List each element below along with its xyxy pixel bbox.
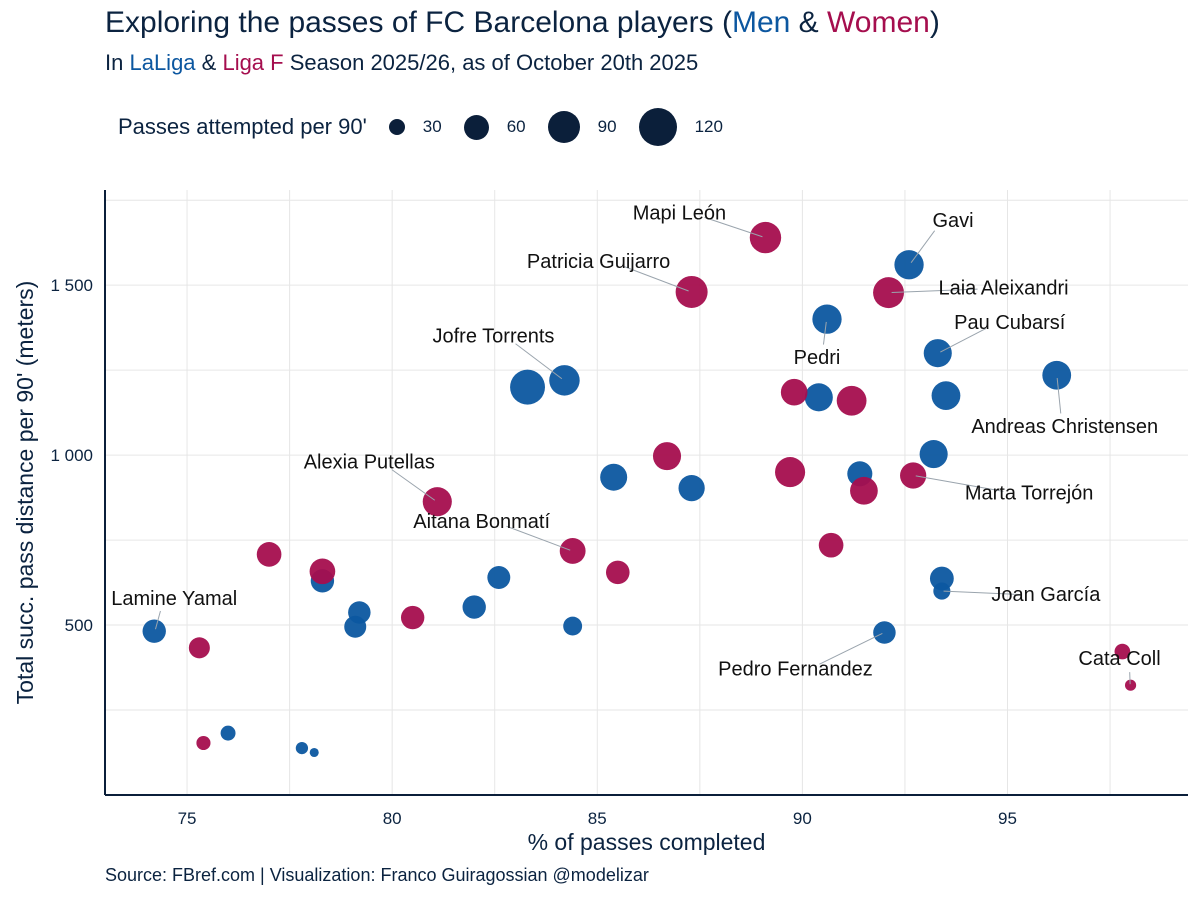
point-women (309, 558, 336, 585)
point-men (929, 566, 954, 591)
point-women (400, 605, 425, 630)
label-leader (910, 230, 936, 263)
label-leader (940, 328, 986, 353)
point-men (678, 474, 705, 502)
label-leader (623, 265, 689, 292)
point-women (559, 538, 586, 564)
chart-title: Exploring the passes of FC Barcelona pla… (105, 6, 940, 39)
legend-item-60: 60 (463, 114, 526, 140)
legend-dot (638, 108, 677, 146)
label-leader (506, 525, 571, 551)
point-women (818, 532, 844, 558)
point-women (780, 378, 808, 406)
legend-dot (547, 111, 580, 143)
point-label: Andreas Christensen (971, 416, 1158, 438)
point-men (812, 304, 842, 334)
legend-dot (388, 119, 405, 135)
label-leader (1056, 378, 1062, 414)
point-men (873, 621, 896, 644)
subtitle-ligaf: Liga F (222, 50, 284, 75)
point-men (919, 440, 948, 469)
point-label: Mapi León (633, 203, 726, 225)
point-women (850, 476, 878, 505)
subtitle-laliga: LaLiga (129, 50, 196, 75)
point-women (775, 457, 806, 488)
point-label: Cata Coll (1078, 648, 1160, 670)
point-men (563, 616, 583, 636)
source-caption: Source: FBref.com | Visualization: Franc… (105, 865, 649, 885)
legend-item-120: 120 (638, 108, 723, 146)
x-tick-label: 80 (383, 809, 402, 828)
point-label: Pedro Fernandez (718, 659, 873, 681)
label-leader (891, 288, 978, 294)
point-women (675, 275, 708, 308)
point-label: Lamine Yamal (111, 588, 237, 610)
x-tick-label: 75 (178, 809, 197, 828)
y-tick-label: 500 (65, 616, 93, 635)
point-women (256, 542, 282, 567)
point-women (836, 385, 867, 416)
point-men (220, 725, 236, 741)
y-tick-label: 1 000 (50, 446, 93, 465)
label-leader (704, 216, 763, 238)
label-leader (391, 469, 436, 501)
label-leader (515, 343, 563, 380)
point-label: Laia Aleixandri (938, 278, 1068, 300)
point-label: Joan García (991, 584, 1101, 606)
point-label: Aitana Bonmatí (413, 511, 550, 533)
label-leader (943, 590, 1020, 596)
point-women (188, 637, 210, 659)
point-women (1114, 643, 1131, 660)
point-label: Jofre Torrents (433, 325, 555, 347)
label-leader (154, 610, 161, 630)
point-women (652, 442, 682, 471)
label-leader (915, 475, 1004, 492)
point-label: Patricia Guijarro (527, 251, 670, 273)
point-label: Pedri (794, 347, 841, 369)
point-women (422, 487, 452, 517)
point-men (295, 741, 309, 755)
point-men (142, 619, 166, 643)
point-label: Pau Cubarsí (954, 312, 1066, 334)
y-axis-title: Total succ. pass distance per 90' (meter… (12, 281, 38, 705)
x-tick-label: 90 (793, 809, 812, 828)
point-label: Alexia Putellas (304, 452, 435, 474)
legend-title: Passes attempted per 90' (118, 114, 367, 139)
point-men (931, 381, 961, 411)
point-men (487, 566, 511, 589)
point-women (605, 560, 630, 585)
x-tick-label: 85 (588, 809, 607, 828)
point-men (309, 747, 319, 758)
size-legend: Passes attempted per 90' 30 60 90 120 (118, 104, 745, 150)
point-men (600, 463, 628, 491)
point-women (900, 462, 927, 489)
point-label: Marta Torrejón (965, 483, 1094, 505)
legend-item-30: 30 (388, 117, 442, 137)
label-leader (819, 632, 883, 665)
legend-dot (463, 114, 489, 140)
point-women (196, 735, 211, 751)
title-women: Women (827, 6, 930, 39)
chart-subtitle: In LaLiga & Liga F Season 2025/26, as of… (105, 50, 699, 75)
point-men (462, 595, 486, 619)
point-men (923, 339, 952, 368)
point-women (873, 277, 905, 309)
y-tick-label: 1 500 (50, 276, 93, 295)
x-axis-title: % of passes completed (528, 829, 766, 855)
point-men (804, 383, 833, 412)
title-men: Men (731, 6, 791, 39)
point-men (510, 369, 545, 405)
x-tick-label: 95 (998, 809, 1017, 828)
point-men (549, 365, 580, 396)
point-men (933, 582, 951, 600)
point-men (894, 250, 924, 280)
point-men (1042, 360, 1072, 390)
point-label: Gavi (932, 210, 973, 232)
point-women (1124, 679, 1137, 691)
label-leader (822, 321, 827, 345)
point-men (344, 615, 367, 638)
point-women (749, 221, 782, 254)
legend-item-90: 90 (547, 111, 617, 143)
